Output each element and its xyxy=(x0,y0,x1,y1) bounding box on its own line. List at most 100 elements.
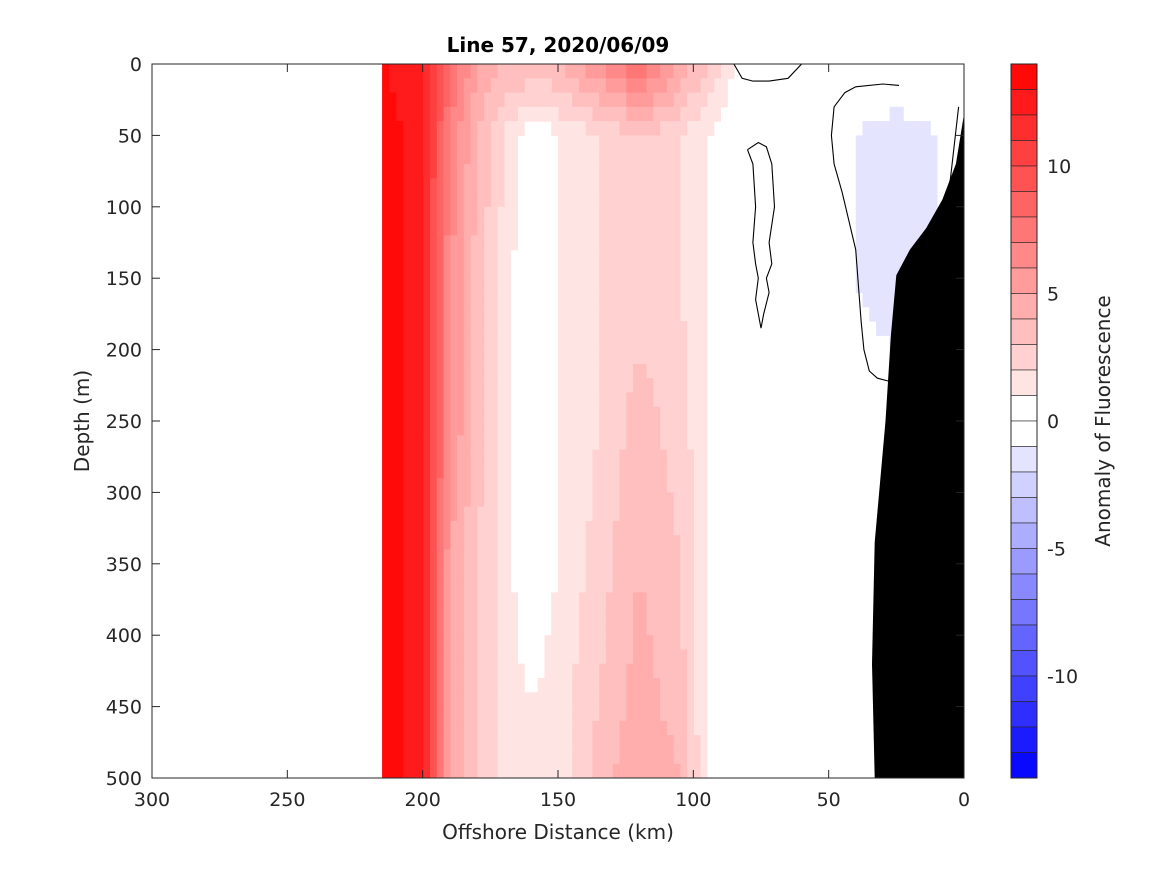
heatmap-cell xyxy=(930,178,938,194)
heatmap-cell xyxy=(409,292,417,308)
heatmap-cell xyxy=(673,278,681,294)
heatmap-cell xyxy=(483,563,491,579)
heatmap-cell xyxy=(679,463,688,479)
heatmap-cell xyxy=(571,263,579,279)
heatmap-cell xyxy=(503,549,512,565)
heatmap-cell xyxy=(402,249,410,265)
heatmap-cell xyxy=(449,478,458,493)
heatmap-cell xyxy=(882,178,891,194)
heatmap-cell xyxy=(639,64,647,79)
heatmap-cell xyxy=(490,363,498,379)
heatmap-cell xyxy=(666,263,674,279)
heatmap-cell xyxy=(598,678,606,693)
heatmap-cell xyxy=(645,306,654,322)
heatmap-cell xyxy=(382,64,390,79)
heatmap-cell xyxy=(382,263,390,279)
heatmap-cell xyxy=(429,749,437,765)
heatmap-cell xyxy=(639,135,647,151)
heatmap-cell xyxy=(686,135,694,151)
heatmap-cell xyxy=(497,620,505,636)
heatmap-cell xyxy=(673,306,681,322)
heatmap-cell xyxy=(713,78,721,94)
heatmap-cell xyxy=(571,78,579,94)
heatmap-cell xyxy=(395,478,403,493)
heatmap-cell xyxy=(889,192,897,208)
heatmap-cell xyxy=(585,249,593,265)
heatmap-cell xyxy=(700,749,708,765)
heatmap-cell xyxy=(598,178,606,194)
heatmap-cell xyxy=(645,421,654,436)
heatmap-cell xyxy=(456,163,464,179)
heatmap-cell xyxy=(903,149,911,165)
heatmap-cell xyxy=(659,492,667,508)
heatmap-cell xyxy=(618,135,627,151)
heatmap-cell xyxy=(679,249,688,265)
heatmap-cell xyxy=(876,163,884,179)
heatmap-cell xyxy=(382,563,390,579)
heatmap-cell xyxy=(855,249,864,265)
heatmap-cell xyxy=(700,335,708,351)
heatmap-cell xyxy=(429,278,437,294)
heatmap-cell xyxy=(483,678,491,693)
heatmap-cell xyxy=(659,620,667,636)
heatmap-cell xyxy=(591,606,600,622)
heatmap-cell xyxy=(564,578,573,593)
heatmap-cell xyxy=(530,92,539,108)
heatmap-cell xyxy=(544,692,552,708)
heatmap-cell xyxy=(456,435,464,451)
heatmap-cell xyxy=(645,392,654,408)
heatmap-cell xyxy=(652,620,661,636)
heatmap-cell xyxy=(497,678,505,693)
heatmap-cell xyxy=(598,406,606,422)
heatmap-cell xyxy=(409,263,417,279)
heatmap-cell xyxy=(645,706,654,722)
heatmap-cell xyxy=(409,435,417,451)
heatmap-cell xyxy=(686,549,694,565)
heatmap-cell xyxy=(578,478,586,493)
heatmap-cell xyxy=(382,335,390,351)
heatmap-cell xyxy=(497,292,505,308)
heatmap-cell xyxy=(693,392,701,408)
heatmap-cell xyxy=(700,378,708,394)
heatmap-cell xyxy=(537,706,546,722)
heatmap-cell xyxy=(429,406,437,422)
heatmap-cell xyxy=(470,606,478,622)
heatmap-cell xyxy=(869,263,877,279)
heatmap-cell xyxy=(625,406,634,422)
heatmap-cell xyxy=(855,192,864,208)
heatmap-cell xyxy=(436,592,444,608)
heatmap-cell xyxy=(388,292,397,308)
heatmap-cell xyxy=(605,249,613,265)
colorbar-segment xyxy=(1010,573,1038,600)
heatmap-cell xyxy=(679,421,688,436)
heatmap-cell xyxy=(598,649,606,665)
heatmap-cell xyxy=(503,135,512,151)
heatmap-cell xyxy=(645,620,654,636)
heatmap-cell xyxy=(429,606,437,622)
heatmap-cell xyxy=(415,64,424,79)
heatmap-cell xyxy=(686,78,694,94)
heatmap-cell xyxy=(395,78,403,94)
heatmap-cell xyxy=(625,421,634,436)
heatmap-cell xyxy=(700,221,708,236)
heatmap-cell xyxy=(612,763,620,778)
heatmap-cell xyxy=(625,192,634,208)
heatmap-cell xyxy=(686,492,694,508)
heatmap-cell xyxy=(388,649,397,665)
heatmap-cell xyxy=(382,235,390,251)
heatmap-cell xyxy=(666,620,674,636)
heatmap-cell xyxy=(612,506,620,522)
heatmap-cell xyxy=(639,206,647,222)
heatmap-cell xyxy=(700,278,708,294)
heatmap-cell xyxy=(625,306,634,322)
heatmap-cell xyxy=(700,292,708,308)
heatmap-cell xyxy=(652,135,661,151)
heatmap-cell xyxy=(470,763,478,778)
heatmap-cell xyxy=(666,221,674,236)
colorbar-segment xyxy=(1010,395,1038,422)
heatmap-cell xyxy=(442,520,451,536)
heatmap-cell xyxy=(395,549,403,565)
heatmap-cell xyxy=(395,735,403,751)
heatmap-cell xyxy=(415,121,424,136)
heatmap-cell xyxy=(591,92,600,108)
